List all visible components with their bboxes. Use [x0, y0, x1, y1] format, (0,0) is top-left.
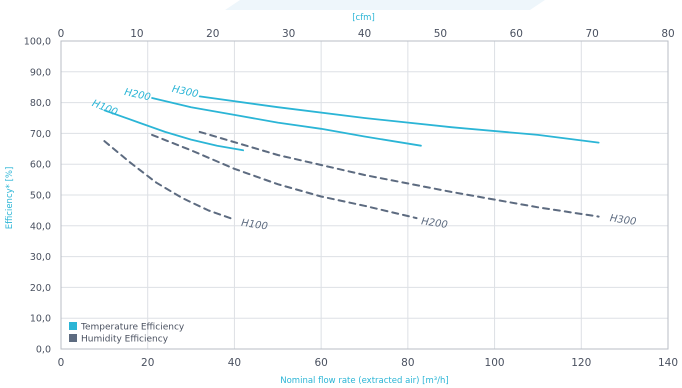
curve-label: H300: [171, 84, 199, 100]
top-axis-tick-label: 30: [282, 28, 295, 40]
curve-label: H300: [609, 213, 637, 228]
curve-label: H200: [420, 216, 448, 231]
y-tick-label: 90,0: [30, 67, 51, 78]
y-tick-label: 60,0: [30, 160, 51, 171]
legend-swatch-temperature: [69, 322, 77, 330]
x-tick-label: 120: [571, 357, 591, 369]
x-tick-label: 100: [485, 357, 505, 369]
x-tick-label: 40: [228, 357, 241, 369]
top-axis-tick-label: 10: [130, 28, 143, 40]
curve-label: H200: [123, 87, 151, 103]
series-line-h100-temperature: [103, 109, 245, 152]
series-line-h300-humidity: [198, 130, 600, 218]
series-line-h300-temperature: [198, 95, 600, 144]
grid: [61, 41, 668, 349]
y-tick-label: 30,0: [30, 252, 51, 263]
legend-swatch-humidity: [69, 334, 77, 342]
y-tick-label: 100,0: [24, 37, 51, 48]
y-tick-label: 20,0: [30, 283, 51, 294]
top-axis-tick-label: 20: [206, 28, 219, 40]
y-tick-label: 40,0: [30, 221, 51, 232]
y-tick-label: 80,0: [30, 98, 51, 109]
legend-label-temperature: Temperature Efficiency: [80, 323, 185, 333]
top-axis-title: [cfm]: [352, 13, 375, 23]
y-tick-label: 0,0: [36, 345, 51, 356]
y-tick-label: 50,0: [30, 191, 51, 202]
x-tick-label: 80: [401, 357, 414, 369]
x-tick-label: 20: [141, 357, 154, 369]
top-axis-tick-label: 70: [585, 28, 598, 40]
curve-label: H100: [90, 98, 119, 118]
y-tick-label: 10,0: [30, 314, 51, 325]
series: [103, 95, 600, 221]
top-axis-tick-label: 80: [661, 28, 674, 40]
legend: Temperature Efficiency Humidity Efficien…: [69, 322, 185, 345]
series-line-h200-temperature: [151, 97, 422, 147]
x-tick-label: 60: [314, 357, 327, 369]
top-axis-tick-label: 0: [58, 28, 65, 40]
header-accent-band: [225, 0, 545, 10]
top-axis-tick-label: 40: [358, 28, 371, 40]
curve-label: H100: [241, 218, 269, 233]
y-axis-title: Efficiency* [%]: [5, 167, 15, 230]
series-line-h100-humidity: [103, 140, 236, 221]
series-line-h200-humidity: [151, 133, 418, 220]
top-axis-tick-label: 60: [510, 28, 523, 40]
x-tick-label: 0: [58, 357, 65, 369]
top-axis-tick-label: 50: [434, 28, 447, 40]
x-axis-title: Nominal flow rate (extracted air) [m³/h]: [280, 376, 449, 386]
legend-label-humidity: Humidity Efficiency: [81, 335, 169, 345]
plot-frame: [60, 40, 669, 350]
x-tick-label: 140: [658, 357, 678, 369]
y-tick-label: 70,0: [30, 129, 51, 140]
axis-ticks: 0 20 40 60 80 100 120 140 0 10 20 30 40 50 60 70 80 0,0 10…: [24, 28, 678, 369]
